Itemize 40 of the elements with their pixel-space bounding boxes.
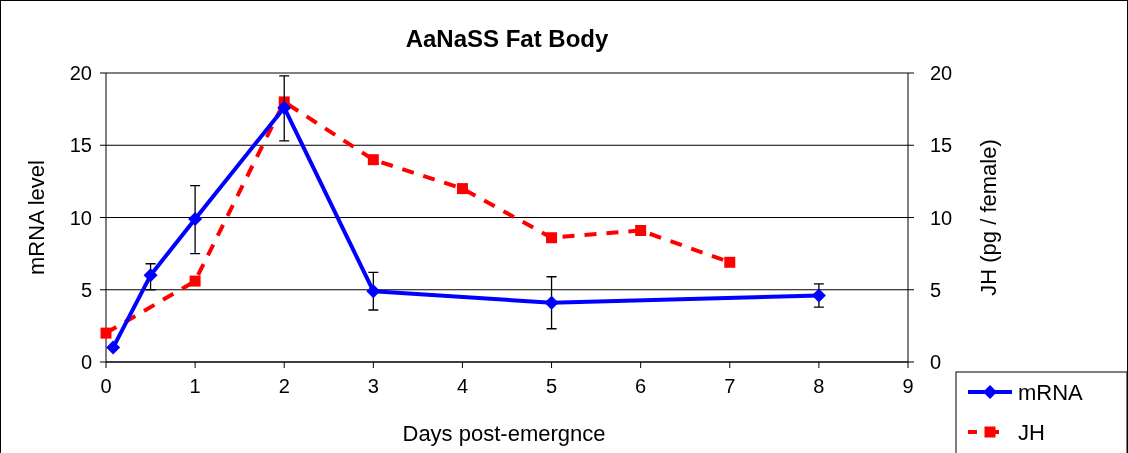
- y2-tick-label: 15: [930, 134, 953, 157]
- y2-tick-label: 10: [930, 206, 953, 229]
- point: [189, 275, 201, 287]
- x-tick-label: 1: [189, 375, 201, 397]
- x-tick-label: 0: [100, 375, 112, 397]
- x-tick-label: 6: [635, 375, 647, 397]
- point: [456, 183, 468, 195]
- x-tick-label: 9: [902, 375, 914, 397]
- legend-label: mRNA: [1018, 379, 1084, 405]
- y-tick-label: 0: [80, 351, 92, 373]
- x-tick-label: 3: [367, 375, 379, 397]
- point: [544, 295, 559, 310]
- y-tick-label: 20: [69, 62, 92, 84]
- y2-axis-title: JH (pg / female): [976, 139, 1001, 296]
- y-axis-title: mRNA level: [24, 160, 49, 275]
- point: [635, 225, 647, 237]
- point: [546, 232, 558, 244]
- x-tick-label: 5: [545, 375, 558, 397]
- point: [100, 327, 112, 339]
- x-axis-title: Days post-emergnce: [402, 421, 606, 446]
- point: [367, 154, 379, 166]
- x-tick-label: 2: [278, 375, 290, 397]
- y-tick-label: 10: [69, 206, 92, 229]
- y2-tick-label: 5: [930, 278, 942, 301]
- y2-tick-label: 0: [930, 351, 942, 373]
- y2-tick-label: 20: [930, 62, 953, 84]
- legend-label: JH: [1018, 419, 1045, 445]
- y-tick-label: 15: [69, 134, 92, 157]
- point: [724, 256, 736, 268]
- y-tick-label: 5: [80, 278, 92, 301]
- point: [366, 284, 381, 299]
- point: [277, 100, 292, 115]
- point: [188, 211, 203, 226]
- chart-title: AaNaSS Fat Body: [405, 25, 609, 52]
- point: [106, 340, 121, 355]
- x-tick-label: 4: [456, 375, 469, 397]
- point: [811, 288, 826, 303]
- point: [143, 268, 158, 283]
- x-tick-label: 8: [813, 375, 825, 397]
- x-tick-label: 7: [724, 375, 736, 397]
